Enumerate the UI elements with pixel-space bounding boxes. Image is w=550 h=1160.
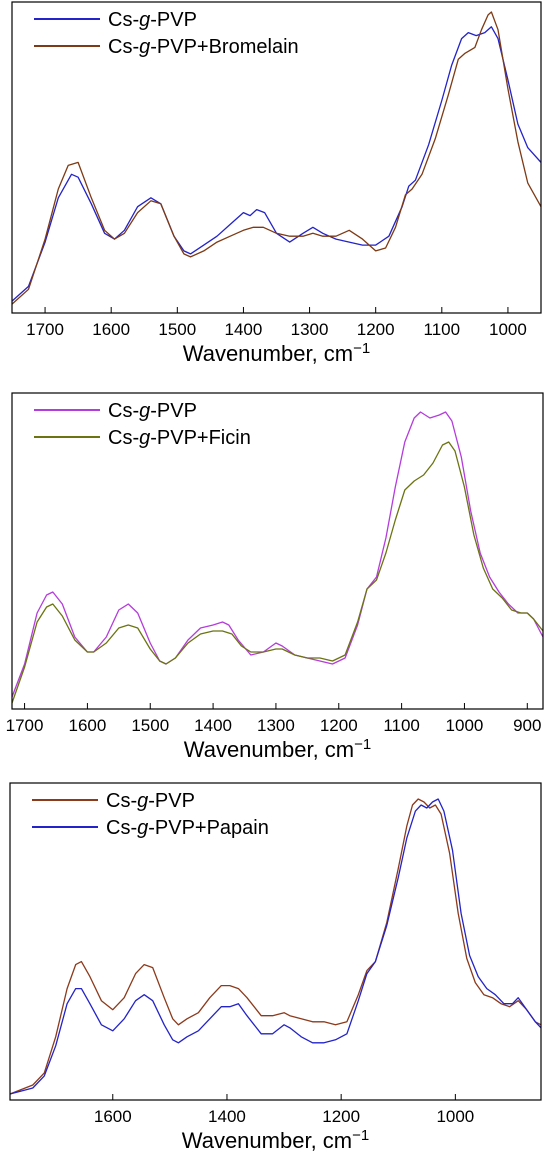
- x-tick-label: 1000: [436, 1107, 474, 1126]
- series-line-1: [12, 411, 543, 698]
- x-tick-label: 1200: [322, 1107, 360, 1126]
- x-tick-label: 1200: [357, 320, 395, 339]
- x-tick-label: 1400: [194, 716, 232, 735]
- x-tick-label: 1100: [383, 716, 420, 735]
- x-tick-label: 1600: [94, 1107, 132, 1126]
- legend-entry: Cs-g-PVP: [106, 790, 195, 812]
- legend-entry: Cs-g-PVP: [108, 400, 197, 422]
- legend-entry: Cs-g-PVP: [108, 9, 197, 31]
- x-tick-label: 1500: [158, 320, 196, 339]
- plot-frame: [11, 392, 544, 710]
- x-tick-label: 1000: [489, 320, 527, 339]
- series-line-2: [12, 11, 541, 305]
- x-tick-label: 1600: [68, 716, 106, 735]
- chart-panel-3: 1600 1400 1200 1000 Wavenumber, cm−1 Cs-g-PVP…: [9, 782, 542, 1153]
- x-tick-label: 1700: [6, 716, 44, 735]
- legend-entry: Cs-g-PVP+Papain: [106, 817, 269, 839]
- x-tick-label: 1300: [291, 320, 329, 339]
- chart-panel-1: 1700 1600 1500 1400 1300 1200 1100 1000 Wavenumb…: [11, 1, 542, 366]
- x-tick-label: 1500: [131, 716, 169, 735]
- x-tick-label: 1200: [320, 716, 358, 735]
- series-line-2: [12, 441, 543, 704]
- x-tick-label: 1400: [225, 320, 263, 339]
- x-axis-label: Wavenumber, cm−1: [183, 340, 370, 366]
- legend-entry: Cs-g-PVP+Ficin: [108, 427, 251, 449]
- series-line-2: [10, 798, 541, 1095]
- legend-entry: Cs-g-PVP+Bromelain: [108, 36, 299, 58]
- plot-frame: [9, 782, 542, 1101]
- x-tick-label: 1300: [257, 716, 295, 735]
- x-tick-label: 900: [513, 716, 541, 735]
- series-line-1: [12, 26, 541, 302]
- x-axis-label: Wavenumber, cm−1: [182, 1127, 369, 1153]
- chart-panel-2: 1700 1600 1500 1400 1300 1200 1100 1000 900 Waven…: [6, 392, 544, 762]
- x-axis-label: Wavenumber, cm−1: [184, 736, 371, 762]
- plot-frame: [11, 1, 542, 314]
- x-tick-label: 1600: [92, 320, 130, 339]
- x-tick-label: 1400: [208, 1107, 246, 1126]
- series-line-1: [10, 798, 541, 1095]
- x-tick-label: 1700: [26, 320, 64, 339]
- x-tick-label: 1000: [446, 716, 484, 735]
- x-tick-label: 1100: [424, 320, 461, 339]
